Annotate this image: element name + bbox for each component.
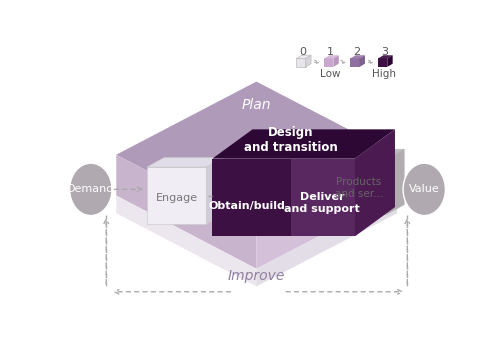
Polygon shape xyxy=(212,129,395,158)
Text: High: High xyxy=(372,69,396,79)
Polygon shape xyxy=(116,155,257,269)
Polygon shape xyxy=(257,195,397,286)
Text: Demand: Demand xyxy=(67,184,115,194)
Text: Products
and ser...: Products and ser... xyxy=(335,177,383,199)
Polygon shape xyxy=(147,167,206,224)
Polygon shape xyxy=(387,149,404,214)
Text: Obtain/build: Obtain/build xyxy=(209,201,286,210)
Text: Improve: Improve xyxy=(227,270,285,283)
Polygon shape xyxy=(324,55,339,58)
Text: 0: 0 xyxy=(299,47,306,57)
Ellipse shape xyxy=(403,163,445,216)
Polygon shape xyxy=(350,55,365,58)
Polygon shape xyxy=(324,58,333,67)
Polygon shape xyxy=(332,158,387,214)
Polygon shape xyxy=(116,195,257,286)
Polygon shape xyxy=(378,55,393,58)
Text: Engage: Engage xyxy=(156,193,198,203)
Polygon shape xyxy=(333,55,339,67)
Text: Plan: Plan xyxy=(241,98,271,112)
Ellipse shape xyxy=(70,163,112,216)
Text: 3: 3 xyxy=(381,47,388,57)
Text: 2: 2 xyxy=(353,47,360,57)
Polygon shape xyxy=(297,58,306,67)
Polygon shape xyxy=(212,158,291,236)
Polygon shape xyxy=(147,158,223,167)
Polygon shape xyxy=(116,82,397,228)
Text: Value: Value xyxy=(409,184,439,194)
Text: Design
and transition: Design and transition xyxy=(244,126,338,154)
Polygon shape xyxy=(378,58,387,67)
Polygon shape xyxy=(306,55,311,67)
Polygon shape xyxy=(350,58,360,67)
Text: Low: Low xyxy=(320,69,341,79)
Polygon shape xyxy=(387,55,393,67)
Text: 1: 1 xyxy=(327,47,334,57)
Text: Deliver
and support: Deliver and support xyxy=(284,192,360,214)
Polygon shape xyxy=(332,149,404,158)
Polygon shape xyxy=(206,158,223,224)
Polygon shape xyxy=(291,158,355,236)
Polygon shape xyxy=(297,55,311,58)
Polygon shape xyxy=(257,155,397,269)
Polygon shape xyxy=(355,129,395,236)
Polygon shape xyxy=(360,55,365,67)
